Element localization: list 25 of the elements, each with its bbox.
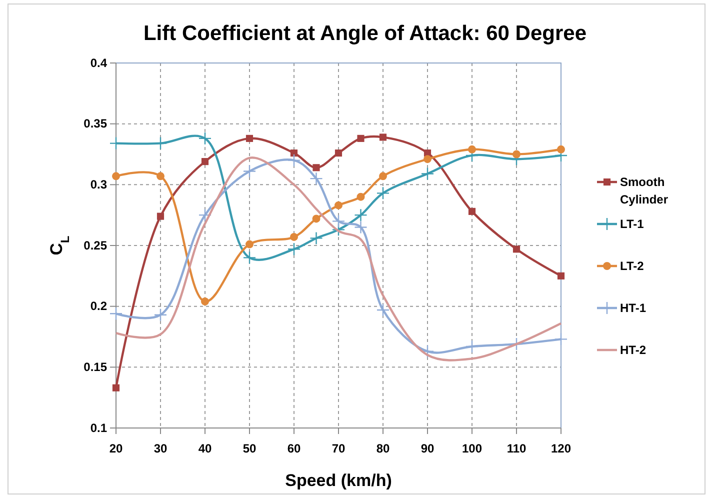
legend-label: LT-1 — [620, 217, 644, 231]
x-tick-label: 50 — [242, 442, 256, 456]
x-tick-label: 40 — [198, 442, 212, 456]
legend-label: HT-1 — [620, 301, 646, 315]
y-tick-label: 0.35 — [84, 116, 108, 131]
y-tick-label: 0.25 — [84, 238, 108, 252]
y-tick-label: 0.3 — [90, 178, 108, 192]
y-tick-label: 0.2 — [90, 299, 108, 314]
y-tick-label: 0.4 — [90, 56, 108, 70]
legend-label: LT-2 — [620, 259, 644, 273]
x-tick-label: 60 — [287, 442, 301, 456]
chart-title: Lift Coefficient at Angle of Attack: 60 Degree — [143, 22, 587, 45]
x-tick-label: 30 — [154, 442, 168, 456]
x-tick-label: 70 — [332, 442, 346, 456]
x-tick-label: 80 — [376, 442, 390, 456]
x-axis-title: Speed (km/h) — [285, 471, 392, 490]
legend-label: Smooth Cylinder — [620, 175, 668, 206]
x-tick-label: 110 — [506, 442, 527, 456]
x-tick-label: 120 — [550, 442, 572, 456]
y-tick-label: 0.15 — [84, 360, 108, 374]
y-tick-label: 0.1 — [90, 420, 108, 435]
x-tick-label: 90 — [420, 442, 434, 456]
x-tick-label: 100 — [462, 442, 482, 456]
x-tick-label: 20 — [109, 442, 123, 456]
legend-label: HT-2 — [620, 343, 646, 357]
